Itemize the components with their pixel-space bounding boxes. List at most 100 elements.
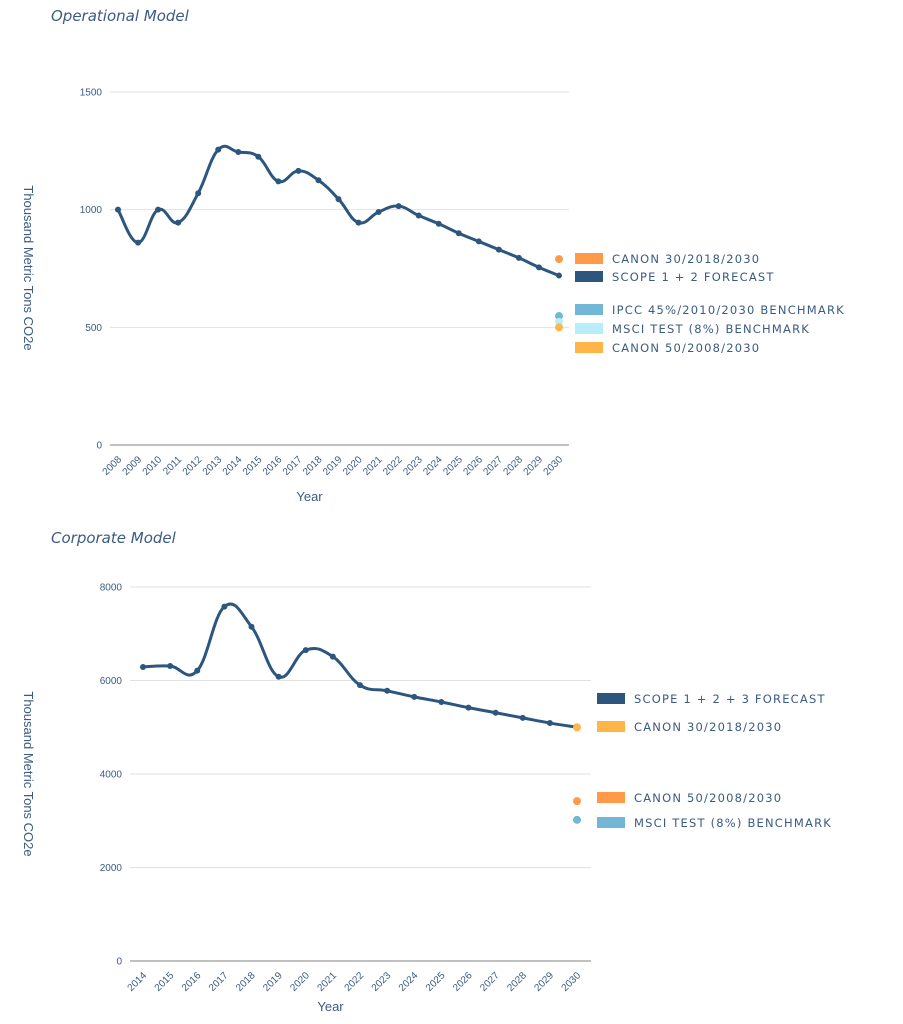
operational-series-point [175, 219, 182, 226]
operational-x-tick-label: 2028 [502, 454, 526, 478]
corporate-x-tick-label: 2022 [343, 970, 367, 994]
operational-series-point [515, 254, 522, 261]
corporate-legend-label: CANON 30/2018/2030 [634, 720, 782, 734]
operational-series-point [155, 206, 162, 213]
corporate-x-tick-label: 2018 [234, 970, 258, 994]
operational-y-axis-title: Thousand Metric Tons CO2e [21, 185, 36, 350]
operational-x-tick-label: 2019 [321, 454, 345, 478]
corporate-benchmark-point [573, 797, 581, 806]
corporate-legend-swatch [597, 817, 625, 828]
operational-legend-swatch [575, 253, 603, 264]
operational-x-tick-label: 2021 [361, 454, 385, 478]
corporate-series-line [141, 602, 579, 729]
operational-series-point [556, 272, 562, 279]
operational-y-tick-label: 0 [96, 441, 102, 452]
corporate-series-point [357, 682, 363, 689]
operational-series-point [135, 239, 142, 246]
operational-benchmark-point [555, 312, 563, 321]
operational-x-tick-label: 2010 [141, 454, 165, 478]
operational-series-point [335, 196, 342, 203]
operational-x-tick-label: 2012 [181, 454, 205, 478]
corporate-x-axis-title: Year [317, 999, 344, 1014]
operational-series-point [495, 246, 502, 253]
operational-x-tick-label: 2029 [522, 454, 546, 478]
corporate-benchmark-point [573, 815, 581, 824]
operational-legend-label: IPCC 45%/2010/2030 BENCHMARK [612, 303, 845, 317]
corporate-series-point [167, 663, 174, 670]
corporate-series-point [519, 714, 526, 721]
corporate-series-point [221, 603, 228, 610]
operational-legend-label: CANON 30/2018/2030 [612, 252, 760, 266]
corporate-series-point [248, 623, 255, 630]
operational-y-tick-label: 1500 [80, 88, 103, 99]
operational-series-point [415, 212, 422, 219]
corporate-x-tick-label: 2014 [126, 970, 150, 994]
operational-x-tick-label: 2008 [101, 454, 125, 478]
operational-series-point [315, 177, 322, 184]
corporate-benchmark-point [573, 723, 581, 732]
corporate-x-tick-label: 2021 [315, 970, 339, 994]
operational-series-point [475, 238, 482, 245]
operational-y-tick-label: 1000 [80, 205, 103, 216]
corporate-chart-title: Corporate Model [51, 529, 176, 547]
corporate-y-tick-label: 4000 [100, 770, 123, 781]
corporate-series-point [492, 709, 499, 716]
operational-series-point [535, 264, 542, 271]
corporate-x-tick-label: 2024 [397, 970, 421, 994]
corporate-legend-swatch [597, 693, 625, 704]
corporate-y-tick-label: 8000 [100, 583, 123, 594]
corporate-series-point [140, 663, 146, 670]
corporate-legend-swatch [597, 792, 625, 803]
corporate-x-tick-label: 2025 [424, 970, 448, 994]
corporate-series-point [465, 704, 472, 711]
operational-series-point [215, 146, 222, 153]
corporate-legend-label: MSCI TEST (8%) BENCHMARK [634, 816, 832, 830]
corporate-series-point [329, 653, 336, 660]
operational-x-tick-label: 2020 [341, 454, 365, 478]
operational-x-axis-title: Year [296, 489, 323, 504]
operational-series-point [115, 206, 121, 213]
operational-legend-label: MSCI TEST (8%) BENCHMARK [612, 322, 810, 336]
operational-x-tick-label: 2022 [381, 454, 405, 478]
operational-x-tick-label: 2026 [461, 454, 485, 478]
corporate-series-point [411, 693, 418, 700]
operational-y-tick-label: 500 [85, 323, 102, 334]
operational-series-point [435, 220, 442, 227]
operational-legend-label: SCOPE 1 + 2 FORECAST [612, 270, 775, 284]
operational-x-tick-label: 2011 [161, 454, 184, 477]
corporate-y-axis-title: Thousand Metric Tons CO2e [21, 691, 36, 856]
corporate-x-tick-label: 2029 [532, 970, 556, 994]
corporate-y-tick-label: 6000 [100, 676, 123, 687]
corporate-x-tick-label: 2023 [370, 970, 394, 994]
corporate-y-tick-label: 0 [116, 957, 122, 968]
corporate-x-tick-label: 2016 [180, 970, 204, 994]
operational-x-tick-label: 2015 [241, 454, 265, 478]
operational-x-tick-label: 2009 [121, 454, 145, 478]
operational-x-tick-label: 2025 [441, 454, 465, 478]
corporate-legend-label: SCOPE 1 + 2 + 3 FORECAST [634, 692, 826, 706]
corporate-x-tick-label: 2017 [207, 970, 231, 994]
operational-benchmark-point [555, 255, 563, 264]
corporate-series-point [194, 667, 201, 674]
operational-legend-label: CANON 50/2008/2030 [612, 341, 760, 355]
operational-x-tick-label: 2024 [421, 454, 445, 478]
operational-series-point [455, 230, 462, 237]
operational-legend-swatch [575, 342, 603, 353]
corporate-x-tick-label: 2027 [478, 970, 502, 994]
operational-chart-title: Operational Model [51, 7, 189, 25]
operational-x-tick-label: 2014 [221, 454, 245, 478]
operational-series-point [255, 153, 262, 160]
operational-series-point [355, 219, 362, 226]
operational-x-tick-label: 2016 [261, 454, 285, 478]
corporate-series-point [384, 687, 391, 694]
corporate-y-tick-label: 2000 [100, 863, 123, 874]
operational-series-point [375, 209, 382, 216]
operational-legend-swatch [575, 304, 603, 315]
corporate-x-tick-label: 2020 [288, 970, 312, 994]
operational-series-point [275, 178, 282, 185]
operational-x-tick-label: 2013 [201, 454, 225, 478]
corporate-x-tick-label: 2015 [153, 970, 177, 994]
corporate-x-tick-label: 2026 [451, 970, 475, 994]
corporate-series-point [302, 647, 309, 654]
